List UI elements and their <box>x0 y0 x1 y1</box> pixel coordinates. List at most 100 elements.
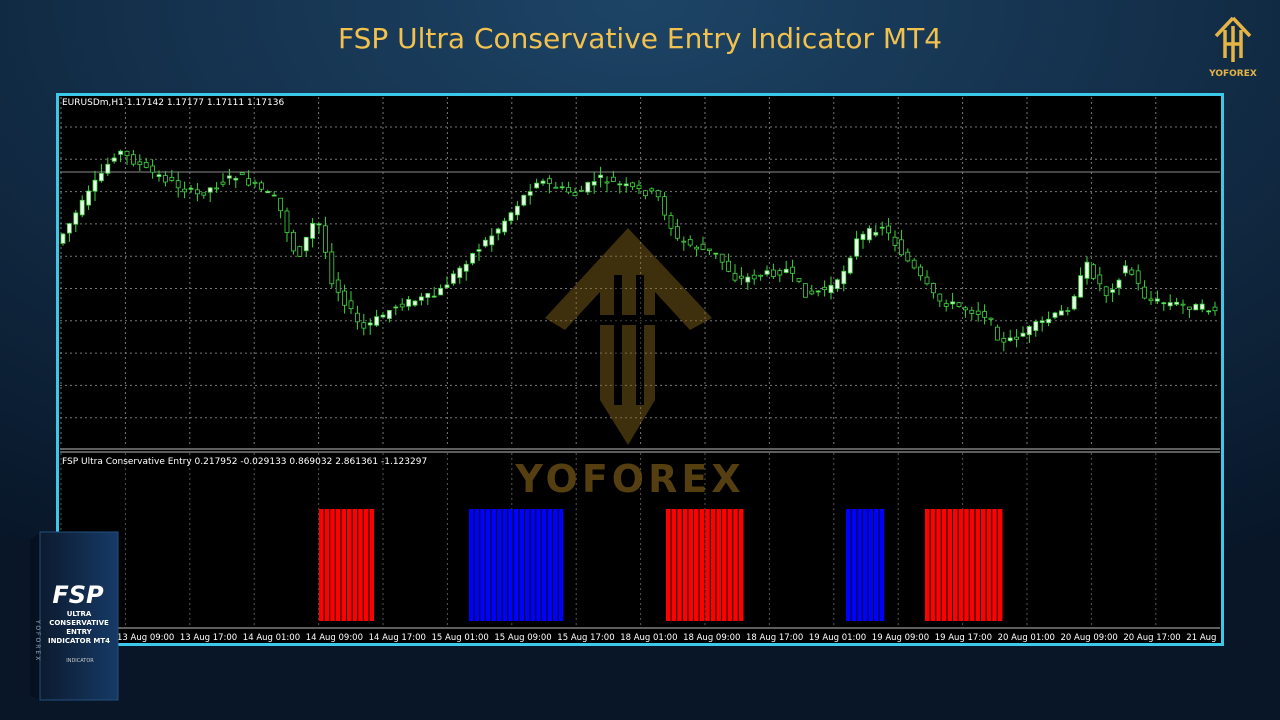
candle-body <box>771 269 776 277</box>
histogram-bar <box>682 509 688 621</box>
candle-body <box>1039 320 1045 323</box>
candle-body <box>150 165 156 173</box>
candle-body <box>489 235 495 246</box>
candle-body <box>668 215 674 229</box>
candle-body <box>809 290 815 295</box>
histogram-bar <box>941 509 947 621</box>
candle-body <box>1097 274 1103 285</box>
candle-body <box>1155 298 1160 302</box>
time-label: 13 Aug 09:00 <box>117 633 174 643</box>
histogram-bar <box>369 509 374 621</box>
candle-body <box>1129 269 1135 275</box>
histogram-bar <box>710 509 716 621</box>
candle-body <box>899 239 904 256</box>
candle-body <box>393 306 399 309</box>
watermark-logo <box>545 228 712 445</box>
candle-body <box>412 300 418 306</box>
candle-body <box>975 310 981 315</box>
candle-body <box>354 312 360 323</box>
candle-body <box>92 179 98 192</box>
candle-body <box>860 233 866 240</box>
candle-body <box>1206 310 1211 313</box>
histogram-bar <box>324 509 330 621</box>
candle-body <box>1135 270 1141 284</box>
candle-body <box>386 310 392 319</box>
time-label: 14 Aug 01:00 <box>243 633 300 643</box>
candle-body <box>623 183 629 187</box>
histogram-bar <box>497 509 502 621</box>
candle-body <box>604 181 610 184</box>
box-subtitle-wrap: ULTRA CONSERVATIVE ENTRY INDICATOR MT4 <box>47 610 111 645</box>
candle-body <box>1052 312 1058 318</box>
histogram-bar <box>997 509 1003 621</box>
candle-body <box>1110 289 1115 293</box>
candle-body <box>867 228 872 241</box>
histogram-bar <box>491 509 496 621</box>
brand-logo: YOFOREX <box>1208 16 1257 79</box>
candle-body <box>719 253 725 263</box>
candle-body <box>879 226 885 229</box>
candle-body <box>239 172 245 176</box>
time-labels: 13 Aug 09:00 13 Aug 17:00 14 Aug 01:00 14 A… <box>117 633 1216 643</box>
candle-body <box>1167 302 1173 307</box>
candle-body <box>739 275 744 279</box>
histogram-bar <box>513 509 519 621</box>
candle-body <box>732 273 738 281</box>
histogram-bar <box>930 509 936 621</box>
candle-body <box>1212 306 1218 312</box>
box-subtitle: ULTRA CONSERVATIVE ENTRY INDICATOR MT4 <box>47 610 111 645</box>
candle-body <box>662 196 667 216</box>
candle-body <box>265 191 271 194</box>
product-box: FSP ULTRA CONSERVATIVE ENTRY INDICATOR M… <box>30 531 119 701</box>
time-label: 19 Aug 01:00 <box>809 633 866 643</box>
candle-body <box>777 270 783 276</box>
candle-body <box>322 225 328 253</box>
candle-body <box>105 163 111 174</box>
candle-body <box>707 248 712 251</box>
candle-body <box>841 270 847 285</box>
candle-body <box>943 303 949 307</box>
candle-body <box>431 295 437 298</box>
histogram-bar <box>738 509 744 621</box>
histogram-bar <box>335 509 341 621</box>
candle-body <box>892 236 898 246</box>
candle-body <box>1046 318 1051 324</box>
candle-body <box>591 181 597 186</box>
candle-body <box>579 189 584 192</box>
candle-body <box>1193 304 1199 311</box>
candle-body <box>367 322 373 326</box>
candle-body <box>361 322 367 329</box>
candles <box>60 149 1218 352</box>
time-label: 18 Aug 01:00 <box>620 633 677 643</box>
candle-body <box>226 175 232 179</box>
candle-body <box>406 299 412 307</box>
histogram-bar <box>341 509 346 621</box>
histogram-bar <box>874 509 879 621</box>
candle-body <box>444 284 450 288</box>
candle-body <box>169 177 175 181</box>
candle-body <box>111 157 117 162</box>
histogram-bar <box>716 509 721 621</box>
histogram-bar <box>519 509 524 621</box>
candle-body <box>931 283 936 294</box>
candle-body <box>572 192 578 197</box>
candle-body <box>86 190 91 206</box>
histogram-bar <box>536 509 541 621</box>
histogram-bar <box>947 509 952 621</box>
candle-body <box>527 191 533 196</box>
candle-body <box>1174 301 1179 305</box>
candle-body <box>182 188 188 193</box>
candle-body <box>438 287 444 296</box>
candle-body <box>835 279 840 289</box>
page-title: FSP Ultra Conservative Entry Indicator M… <box>338 22 942 55</box>
candle-body <box>681 240 687 243</box>
candle-body <box>450 273 456 284</box>
histogram-bar <box>969 509 975 621</box>
candle-body <box>297 246 303 257</box>
candle-body <box>418 296 424 301</box>
candle-body <box>726 260 731 272</box>
histogram-bar <box>347 509 352 621</box>
candle-body <box>233 178 239 181</box>
histogram-bar <box>547 509 552 621</box>
